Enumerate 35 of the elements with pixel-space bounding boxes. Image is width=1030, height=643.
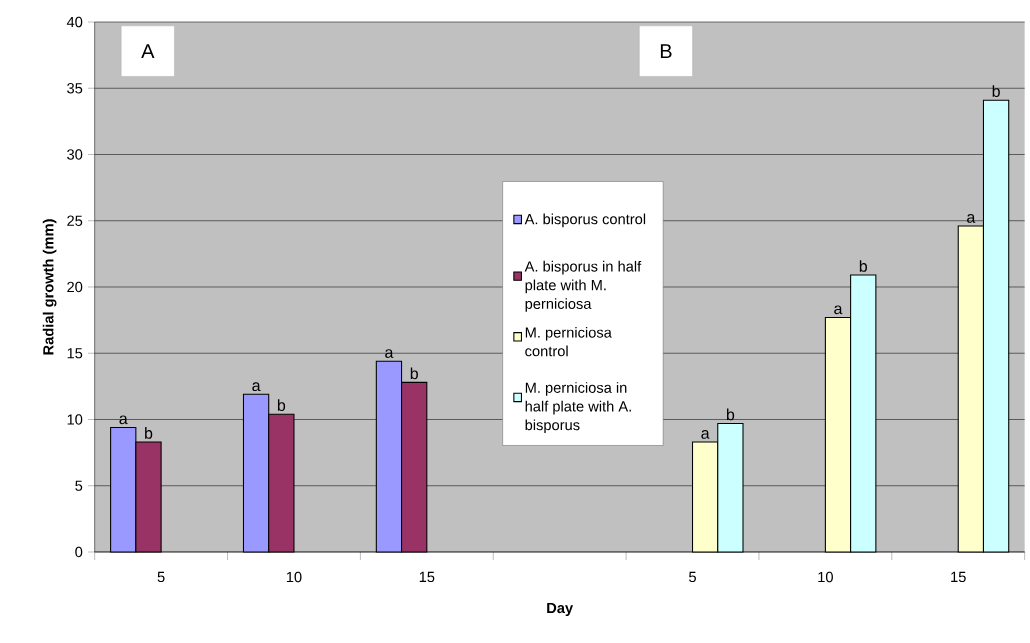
data-label: b — [145, 427, 153, 439]
x-tick-label: 15 — [951, 572, 966, 583]
data-label: b — [859, 260, 868, 273]
legend-label: A. bisporus control — [524, 213, 646, 228]
x-tick-label: 5 — [689, 572, 696, 583]
y-tick-label: 25 — [67, 215, 83, 227]
y-tick-label: 5 — [75, 480, 83, 492]
y-tick-label: 30 — [67, 149, 83, 160]
y-tick-label: 10 — [67, 414, 83, 425]
annotation: A — [141, 44, 155, 59]
data-label: a — [834, 305, 843, 315]
data-label: b — [992, 85, 1000, 98]
data-label: a — [252, 382, 261, 392]
legend-label: A. bisporus in half plate with M. perniciosa — [524, 261, 642, 313]
x-tick-label: 10 — [286, 572, 302, 583]
data-label: a — [701, 430, 710, 439]
y-tick-label: 20 — [67, 281, 83, 293]
y-axis-title: Radial growth (mm) — [42, 219, 57, 355]
x-tick-label: 10 — [818, 572, 833, 583]
data-label: b — [726, 408, 735, 421]
legend-label: M. perniciosa in half plate with A. bisporus — [525, 382, 631, 434]
x-tick-label: 5 — [157, 572, 165, 583]
data-label: b — [410, 367, 418, 380]
y-tick-label: 15 — [67, 348, 83, 359]
data-label: a — [385, 349, 394, 359]
x-tick-label: 15 — [419, 572, 435, 583]
annotation: B — [660, 44, 672, 59]
data-label: b — [277, 399, 286, 412]
y-tick-label: 40 — [66, 16, 83, 28]
data-label: a — [967, 214, 976, 224]
x-axis-title: Day — [547, 603, 574, 617]
y-tick-label: 0 — [75, 546, 83, 558]
data-label: a — [119, 415, 128, 425]
legend-label: M. perniciosa control — [525, 327, 612, 357]
y-tick-label: 35 — [67, 83, 83, 94]
